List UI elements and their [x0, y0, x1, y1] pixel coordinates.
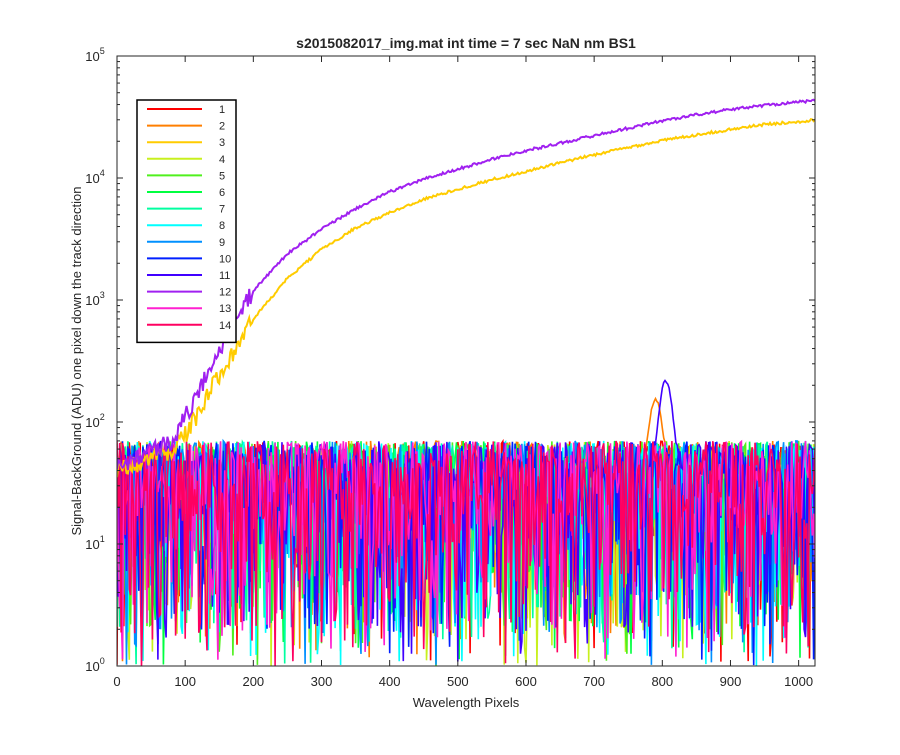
legend-box — [136, 99, 237, 344]
x-tick-label: 1000 — [784, 674, 813, 689]
x-tick-label: 500 — [447, 674, 469, 689]
legend-label-7: 7 — [219, 204, 225, 216]
legend-label-8: 8 — [219, 220, 225, 232]
plot-axes-box — [116, 55, 816, 667]
x-tick-label: 0 — [113, 674, 120, 689]
y-tick-label: 104 — [85, 168, 104, 186]
x-tick-label: 700 — [583, 674, 605, 689]
y-tick-label: 105 — [85, 46, 104, 64]
legend-label-2: 2 — [219, 121, 225, 133]
y-tick-label: 101 — [85, 534, 104, 552]
legend-label-10: 10 — [219, 253, 231, 265]
x-tick-label: 300 — [311, 674, 333, 689]
legend-label-11: 11 — [219, 270, 230, 282]
x-tick-label: 800 — [651, 674, 673, 689]
legend-label-1: 1 — [219, 104, 225, 116]
legend-label-5: 5 — [219, 170, 225, 182]
x-tick-label: 400 — [379, 674, 401, 689]
legend-label-12: 12 — [219, 287, 231, 299]
series-line-13 — [117, 439, 815, 660]
x-axis-label: Wavelength Pixels — [413, 695, 520, 710]
chart-title: s2015082017_img.mat int time = 7 sec NaN… — [296, 35, 636, 51]
series-line-14 — [117, 440, 815, 666]
x-tick-label: 900 — [720, 674, 742, 689]
x-axis: 0 100 200 300 400 500 600 700 800 900 1000 — [113, 56, 813, 689]
series-line-3 — [117, 117, 815, 478]
x-tick-label: 100 — [174, 674, 196, 689]
legend-label-3: 3 — [219, 137, 225, 149]
series-layer — [117, 98, 815, 666]
legend-label-4: 4 — [219, 154, 225, 166]
x-tick-label: 200 — [242, 674, 264, 689]
y-tick-label: 103 — [85, 290, 104, 308]
y-tick-label: 100 — [85, 656, 104, 674]
x-tick-label: 600 — [515, 674, 537, 689]
y-axis-label: Signal-BackGround (ADU) one pixel down t… — [69, 186, 84, 535]
legend-label-14: 14 — [219, 320, 231, 332]
legend-label-13: 13 — [219, 303, 231, 315]
legend-label-9: 9 — [219, 237, 225, 249]
legend-label-6: 6 — [219, 187, 225, 199]
y-tick-label: 102 — [85, 412, 104, 430]
